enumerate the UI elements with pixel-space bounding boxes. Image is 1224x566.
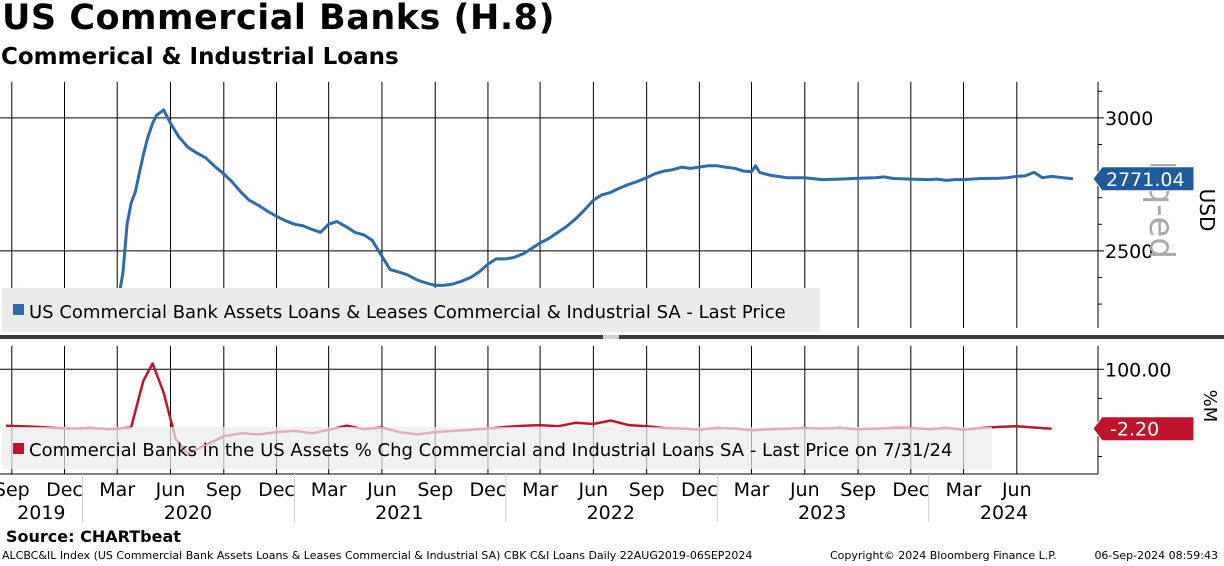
x-tick-label: Dec	[681, 479, 718, 501]
x-year-label: 2024	[980, 502, 1028, 524]
chart-title: US Commercial Banks (H.8)	[2, 0, 555, 38]
source-label: Source: CHARTbeat	[6, 527, 181, 546]
legend-label-upper: US Commercial Bank Assets Loans & Leases…	[29, 302, 786, 323]
x-tick-label: Jun	[789, 479, 820, 501]
x-tick-label: Mar	[734, 479, 770, 501]
x-tick-label: Mar	[311, 479, 347, 501]
x-year-label: 2023	[798, 502, 846, 524]
x-tick-label: Jun	[1001, 479, 1032, 501]
x-tick-label: Sep	[840, 479, 876, 501]
y-axis-unit-label: %M	[1199, 390, 1220, 423]
y-axis-unit-label: USD	[1195, 189, 1219, 232]
x-year-label: 2021	[375, 502, 423, 524]
last-value-label-upper: 2771.04	[1106, 169, 1185, 191]
last-value-tag-upper	[1092, 166, 1195, 192]
last-value-label-lower: -2.20	[1110, 419, 1159, 441]
footer-timestamp: 06-Sep-2024 08:59:43	[1094, 549, 1218, 562]
panel-separator-handle	[603, 335, 619, 339]
x-tick-label: Sep	[0, 479, 30, 501]
x-tick-label: Dec	[46, 479, 83, 501]
x-tick-label: Mar	[522, 479, 558, 501]
legend-swatch-upper	[13, 304, 24, 315]
x-year-label: 2019	[17, 502, 65, 524]
y-tick-label: 2500	[1105, 241, 1153, 263]
last-value-tag-lower	[1092, 416, 1195, 442]
footer-description: ALCBC&IL Index (US Commercial Bank Asset…	[2, 549, 753, 562]
legend-swatch-lower	[13, 443, 24, 454]
x-tick-label: Jun	[578, 479, 609, 501]
chart-subtitle: Commerical & Industrial Loans	[1, 44, 399, 70]
x-tick-label: Dec	[470, 479, 507, 501]
x-tick-label: Jun	[155, 479, 186, 501]
legend-box-upper	[2, 288, 820, 332]
x-year-label: 2022	[587, 502, 635, 524]
x-tick-label: Sep	[417, 479, 453, 501]
series-line-upper	[5, 108, 1074, 299]
x-tick-label: Mar	[99, 479, 135, 501]
legend-label-lower: Commercial Banks in the US Assets % Chg …	[29, 440, 952, 461]
x-tick-label: Jun	[366, 479, 397, 501]
x-tick-label: Dec	[258, 479, 295, 501]
x-tick-label: Mar	[946, 479, 982, 501]
x-tick-label: Dec	[892, 479, 929, 501]
x-year-label: 2020	[164, 502, 212, 524]
y-tick-label: 3000	[1105, 108, 1153, 130]
x-tick-label: Sep	[629, 479, 665, 501]
y-tick-label: 100.00	[1105, 359, 1171, 381]
legend-box-lower	[2, 427, 992, 469]
footer-copyright: Copyright© 2024 Bloomberg Finance L.P.	[830, 549, 1057, 562]
x-tick-label: Sep	[206, 479, 242, 501]
